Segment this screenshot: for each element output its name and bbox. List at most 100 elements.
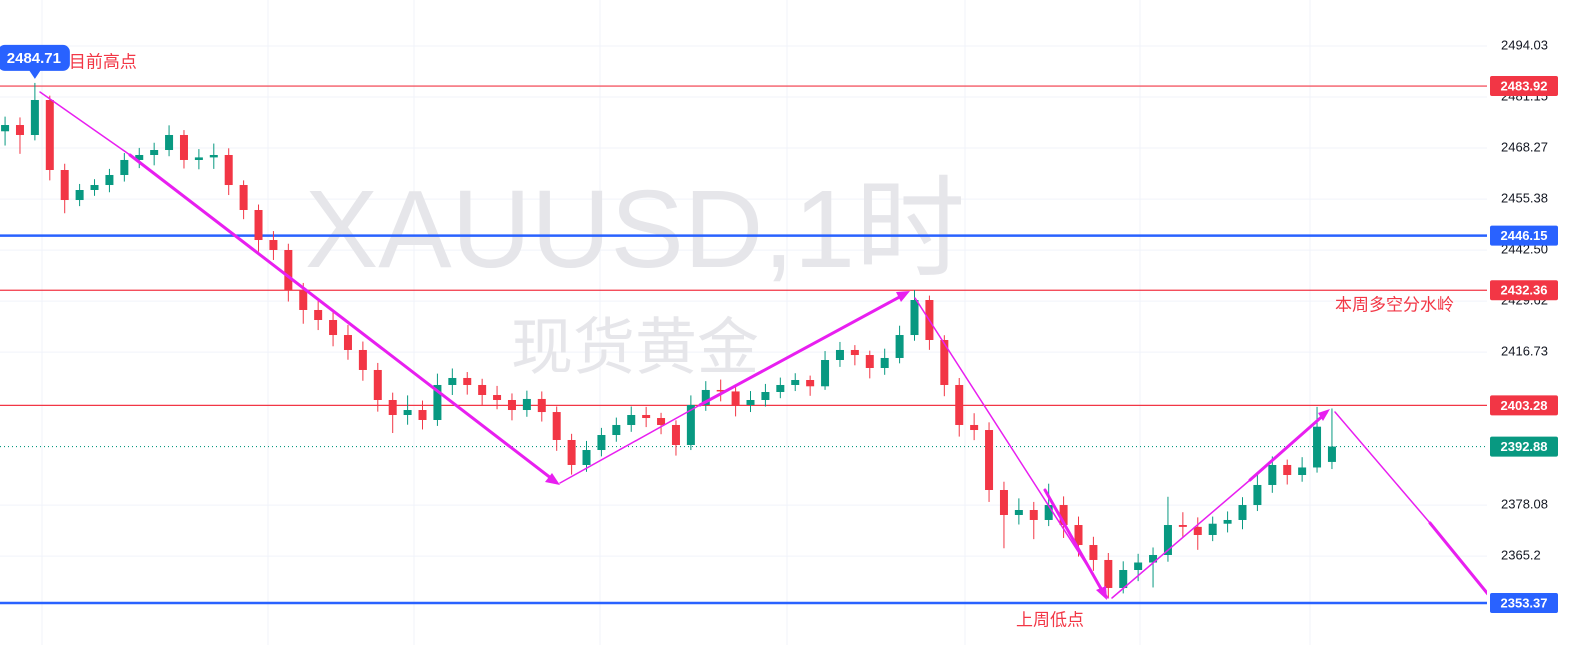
candle-body [120,159,129,175]
candle-body [552,412,561,440]
candle-body [1253,484,1262,506]
time-grid [41,0,1311,645]
price-label-box [1490,76,1558,97]
candle-body [1178,525,1187,527]
high-bubble [0,44,70,71]
candle-body [239,185,248,210]
candle-body [1268,464,1277,485]
candle-body [1119,569,1128,588]
candle-body [105,174,114,186]
candle-body [970,424,979,431]
candle-body [314,309,323,321]
candle-body [627,415,636,425]
candle-body [537,398,546,413]
candle-body [522,398,531,411]
candle-body [1327,446,1336,462]
watermark-name: 现货黄金 [511,313,759,382]
candle-body [418,410,427,420]
candle-body [910,300,919,336]
candle-body [895,335,904,358]
y-tick-label: 2455.38 [1501,191,1548,206]
price-label-box [1490,436,1558,457]
candle-body [1238,505,1247,520]
y-tick-label: 2365.2 [1501,548,1541,563]
candle-body [329,320,338,336]
price-label: 2353.37 [1501,595,1548,610]
candle-body [30,99,39,135]
candle-body [254,209,263,241]
candle-body [567,439,576,465]
candle-body [463,377,472,385]
y-tick-label: 2468.27 [1501,139,1548,154]
candle-body [224,154,233,186]
price-label-box [1490,395,1558,416]
candle-body [135,154,144,160]
price-axis [1487,0,1573,645]
candle-body [806,379,815,387]
candle-body [671,424,680,445]
candle-body [746,399,755,405]
candle-body [657,418,666,425]
candle-body [1193,526,1202,535]
price-label-box [1490,593,1558,614]
candle-body [1134,562,1143,570]
candle-body [90,185,99,190]
candle-body [1104,559,1113,588]
candle-body [373,369,382,400]
candle-body [358,349,367,370]
candle-body [865,355,874,369]
candle-body [582,450,591,465]
annotation: 上周低点 [1016,610,1084,629]
candle-body [999,490,1008,515]
annotation: 本周多空分水岭 [1335,295,1454,314]
candle-body [60,170,69,201]
price-label: 2403.28 [1501,398,1548,413]
candle-body [791,379,800,385]
price-label: 2392.88 [1501,439,1548,454]
candle-body [150,150,159,155]
price-label-box [1490,280,1558,301]
candle-body [1149,554,1158,563]
candle-body [1208,523,1217,535]
high-label: 目前高点 [69,52,137,71]
y-tick-label: 2378.08 [1501,497,1548,512]
candle-body [1074,525,1083,546]
candle-body [1089,545,1098,560]
watermark-symbol: XAUUSD,1时 [305,168,965,291]
candle-body [1059,505,1068,526]
candle-body [403,410,412,416]
candle-body [776,384,785,392]
candle-body [597,435,606,451]
trend-arrows [39,91,1522,636]
candle-body [1313,426,1322,468]
candle-body [1,125,10,132]
candle-body [1298,467,1307,475]
price-label: 2446.15 [1501,228,1548,243]
candle-body [433,384,442,420]
candle-body [45,99,54,171]
candle-body [284,249,293,290]
candle-body [194,157,203,160]
candle-body [388,399,397,416]
candle-body [165,134,174,151]
candle-body [835,349,844,361]
candle-body [448,377,457,385]
candle-body [686,404,695,445]
candle-body [1014,510,1023,515]
candle-body [940,340,949,385]
candle-body [343,335,352,350]
price-label-box [1490,225,1558,246]
candle-body [209,154,218,158]
candle-body [1223,519,1232,524]
candle-body [701,389,710,405]
high-bubble-pointer [28,69,41,79]
candle-body [761,391,770,400]
candle-body [299,289,308,310]
candle-body [75,189,84,201]
candle-body [179,134,188,160]
candle-body [1029,510,1038,520]
candle-body [1163,525,1172,555]
y-tick-label: 2494.03 [1501,37,1548,52]
high-value: 2484.71 [7,50,61,67]
